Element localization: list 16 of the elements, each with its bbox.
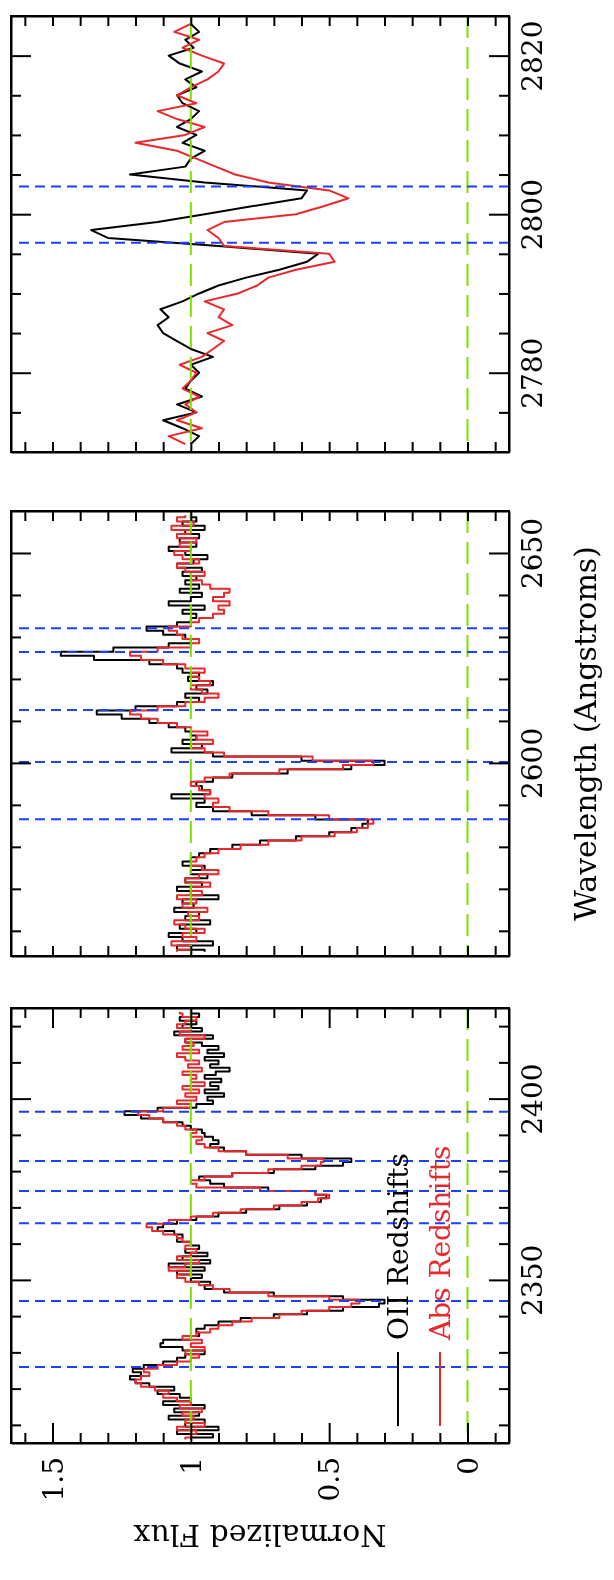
y-tick-label: 2400 xyxy=(516,1063,549,1135)
y-tick-label: 2350 xyxy=(516,1244,549,1317)
y-tick-label: 2600 xyxy=(516,727,549,800)
text: OII Redshifts xyxy=(381,1153,415,1340)
x-tick-label: 0.5 xyxy=(313,1457,347,1502)
y-tick-label: 2780 xyxy=(516,337,549,409)
x-tick-label: 1 xyxy=(175,1457,209,1475)
x-tick-label: 0 xyxy=(451,1457,485,1475)
x-axis-title: Normalized Flux xyxy=(133,1517,387,1553)
y-tick-label: 2820 xyxy=(516,20,549,92)
x-tick-label: 1.5 xyxy=(36,1457,70,1502)
y-tick-label: 2650 xyxy=(516,517,549,590)
line-series xyxy=(134,22,350,446)
y-tick-label: 2800 xyxy=(516,179,549,251)
y-axis-title: Wavelength (Angstroms) xyxy=(567,546,603,921)
text: Abs Redshifts xyxy=(423,1145,457,1341)
